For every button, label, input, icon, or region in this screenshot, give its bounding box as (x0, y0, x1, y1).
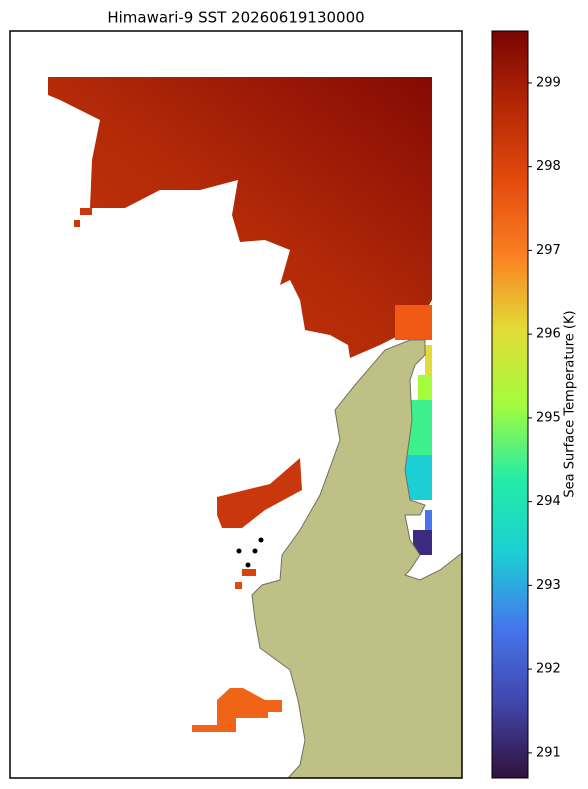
sst-patch (74, 220, 80, 227)
station (258, 537, 264, 543)
sst-patch (418, 375, 432, 400)
sst-patch (235, 582, 242, 589)
colorbar-tick-label: 299 (536, 75, 561, 90)
colorbar-gradient (491, 30, 529, 779)
sst-patch (80, 208, 92, 215)
station-markers (236, 537, 264, 568)
map-title: Himawari-9 SST 20260619130000 (107, 9, 364, 27)
station (252, 548, 258, 554)
colorbar-tick-label: 292 (536, 662, 561, 677)
map-frame (9, 30, 463, 779)
station (236, 548, 242, 554)
sst-patch (242, 569, 256, 576)
colorbar-tick-label: 295 (536, 410, 561, 425)
map-area (9, 30, 463, 779)
sst-patch (395, 305, 432, 340)
sst-field (48, 77, 432, 358)
sst-patch (217, 458, 302, 528)
land (251, 339, 463, 779)
station (245, 562, 251, 568)
colorbar-tick-label: 293 (536, 578, 561, 593)
sst-patch (425, 510, 432, 530)
colorbar-tick-label: 294 (536, 494, 561, 509)
colorbar-label: Sea Surface Temperature (K) (563, 310, 578, 497)
colorbar-tick-label: 296 (536, 327, 561, 342)
colorbar: Sea Surface Temperature (K) 291 292 293 294… (491, 30, 578, 779)
sst-patch (192, 688, 282, 732)
colorbar-tick-label: 297 (536, 243, 561, 258)
colorbar-tick-label: 291 (536, 745, 561, 760)
sst-patch (413, 530, 432, 555)
colorbar-tick-label: 298 (536, 159, 561, 174)
sst-patch (425, 345, 432, 375)
